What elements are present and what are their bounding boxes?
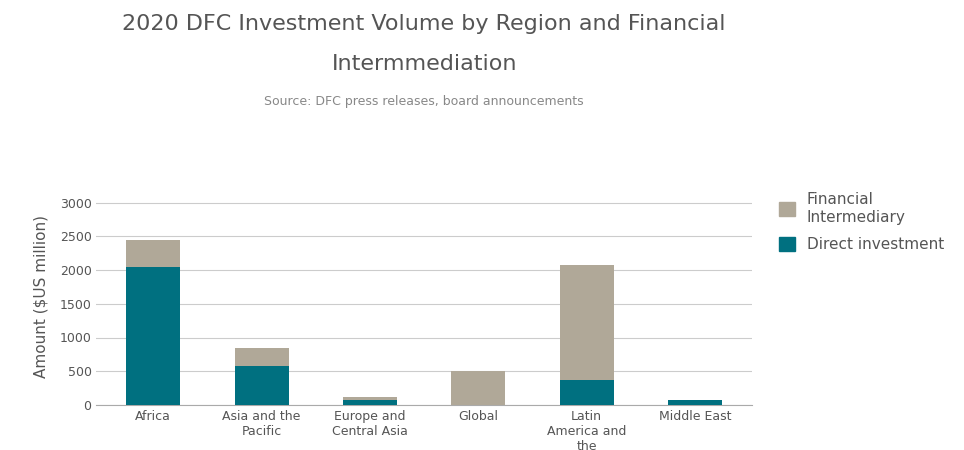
Bar xyxy=(126,266,180,405)
Text: 2020 DFC Investment Volume by Region and Financial: 2020 DFC Investment Volume by Region and… xyxy=(122,14,726,33)
Bar xyxy=(234,347,289,366)
Bar xyxy=(126,239,180,266)
Bar xyxy=(451,371,505,405)
Text: Intermmediation: Intermmediation xyxy=(332,54,517,74)
Bar xyxy=(343,400,397,405)
Text: Source: DFC press releases, board announcements: Source: DFC press releases, board announ… xyxy=(264,94,584,108)
Bar xyxy=(343,396,397,400)
Bar xyxy=(559,265,614,380)
Bar xyxy=(668,400,722,405)
Bar xyxy=(234,366,289,405)
Bar xyxy=(559,380,614,405)
Y-axis label: Amount ($US million): Amount ($US million) xyxy=(34,216,48,378)
Legend: Financial
Intermediary, Direct investment: Financial Intermediary, Direct investmen… xyxy=(779,192,944,252)
